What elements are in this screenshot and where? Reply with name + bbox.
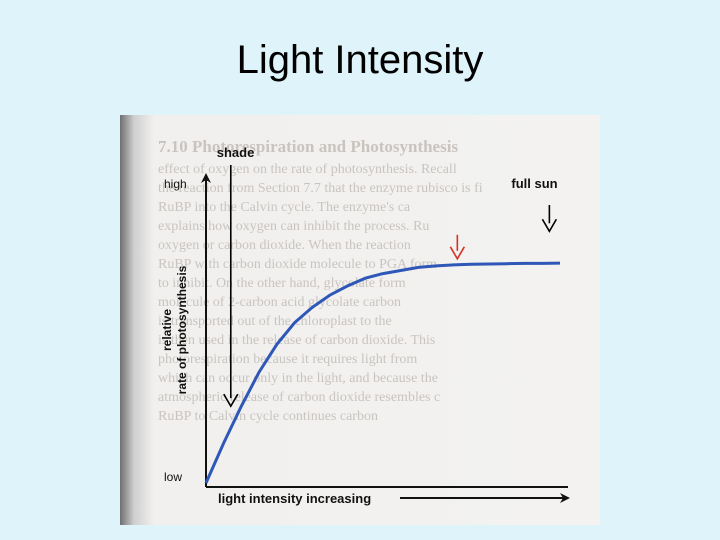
- y-tick-high: high: [164, 177, 187, 191]
- y-axis-label-line2: rate of photosynthesis: [175, 265, 189, 394]
- annotation-arrow-full-sun: [541, 205, 558, 233]
- background-text-line: RuBP into the Calvin cycle. The enzyme's…: [158, 200, 411, 215]
- background-text-line: photorespiration because it requires lig…: [158, 352, 418, 367]
- y-axis-label-line1: relative: [160, 309, 174, 351]
- slide-title: Light Intensity: [236, 38, 484, 82]
- series-line: [204, 261, 561, 484]
- x-axis-label: light intensity increasing: [218, 491, 371, 506]
- background-text-line: oxygen or carbon dioxide. When the react…: [158, 238, 411, 253]
- annotation-arrow-optimum: [449, 234, 466, 261]
- background-text-line: 7.10 Photorespiration and Photosynthesis: [158, 137, 459, 156]
- background-text-line: the reaction from Section 7.7 that the e…: [158, 181, 483, 196]
- y-tick-low: low: [164, 470, 182, 484]
- background-text-line: explains how oxygen can inhibit the proc…: [158, 219, 430, 234]
- annotation-label-full-sun: full sun: [511, 176, 557, 191]
- background-text-line: is then used in the release of carbon di…: [158, 333, 436, 348]
- background-text-line: which can occur only in the light, and b…: [158, 371, 438, 386]
- background-text-line: molecule of 2-carbon acid glycolate carb…: [158, 295, 401, 310]
- photosynthesis-chart: high low relative rate of photosynthesis…: [160, 145, 570, 506]
- annotation-label-shade: shade: [217, 145, 255, 160]
- annotation-arrow-shade: [223, 165, 239, 408]
- background-text-line: RuBP with carbon dioxide molecule to PGA…: [158, 257, 438, 272]
- background-text-line: effect of oxygen on the rate of photosyn…: [158, 162, 457, 177]
- background-text-line: RuBP to Calvin cycle continues carbon: [158, 409, 378, 424]
- background-text-line: is transported out of the chloroplast to…: [158, 314, 392, 329]
- textbook-figure: 7.10 Photorespiration and Photosynthesis…: [120, 115, 600, 525]
